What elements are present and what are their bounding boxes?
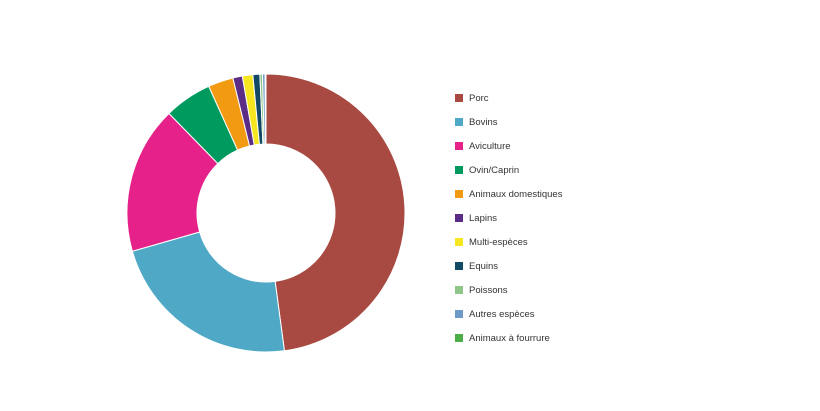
legend-swatch	[455, 118, 463, 126]
legend-label: Ovin/Caprin	[469, 164, 520, 176]
legend-label: Bovins	[469, 116, 498, 128]
legend-label: Poissons	[469, 284, 508, 296]
legend-swatch	[455, 262, 463, 270]
legend-item[interactable]: Equins	[455, 254, 562, 278]
legend-swatch	[455, 310, 463, 318]
legend-label: Equins	[469, 260, 499, 272]
legend-label: Aviculture	[469, 140, 511, 152]
legend-swatch	[455, 214, 463, 222]
donut-slice-11[interactable]	[264, 73, 267, 145]
legend-item[interactable]: Poissons	[455, 278, 562, 302]
legend-swatch	[455, 238, 463, 246]
legend-label: Lapins	[469, 212, 497, 224]
legend-swatch	[455, 142, 463, 150]
legend-item[interactable]: Animaux domestiques	[455, 182, 562, 206]
donut-plot	[126, 73, 406, 353]
legend-swatch	[455, 286, 463, 294]
legend-label: Animaux domestiques	[469, 188, 563, 200]
donut-slice-1[interactable]	[265, 73, 406, 352]
legend-item[interactable]: Lapins	[455, 206, 562, 230]
legend-item[interactable]: Multi-espèces	[455, 230, 562, 254]
legend-item[interactable]: Ovin/Caprin	[455, 158, 562, 182]
legend-swatch	[455, 94, 463, 102]
legend-label: Autres espèces	[469, 308, 535, 320]
legend-item[interactable]: Autres espèces	[455, 302, 562, 326]
legend-swatch	[455, 166, 463, 174]
legend-label: Porc	[469, 92, 489, 104]
legend-label: Animaux à fourrure	[469, 332, 550, 344]
legend-swatch	[455, 190, 463, 198]
donut-slice-3[interactable]	[126, 112, 219, 252]
donut-slice-2[interactable]	[131, 231, 285, 353]
legend-item[interactable]: Bovins	[455, 110, 562, 134]
legend-item[interactable]: Porc	[455, 86, 562, 110]
legend-swatch	[455, 334, 463, 342]
legend-label: Multi-espèces	[469, 236, 528, 248]
legend-item[interactable]: Animaux à fourrure	[455, 326, 562, 350]
chart-legend: Porc Bovins Aviculture Ovin/Caprin Animaux d…	[455, 86, 562, 350]
legend-item[interactable]: Aviculture	[455, 134, 562, 158]
